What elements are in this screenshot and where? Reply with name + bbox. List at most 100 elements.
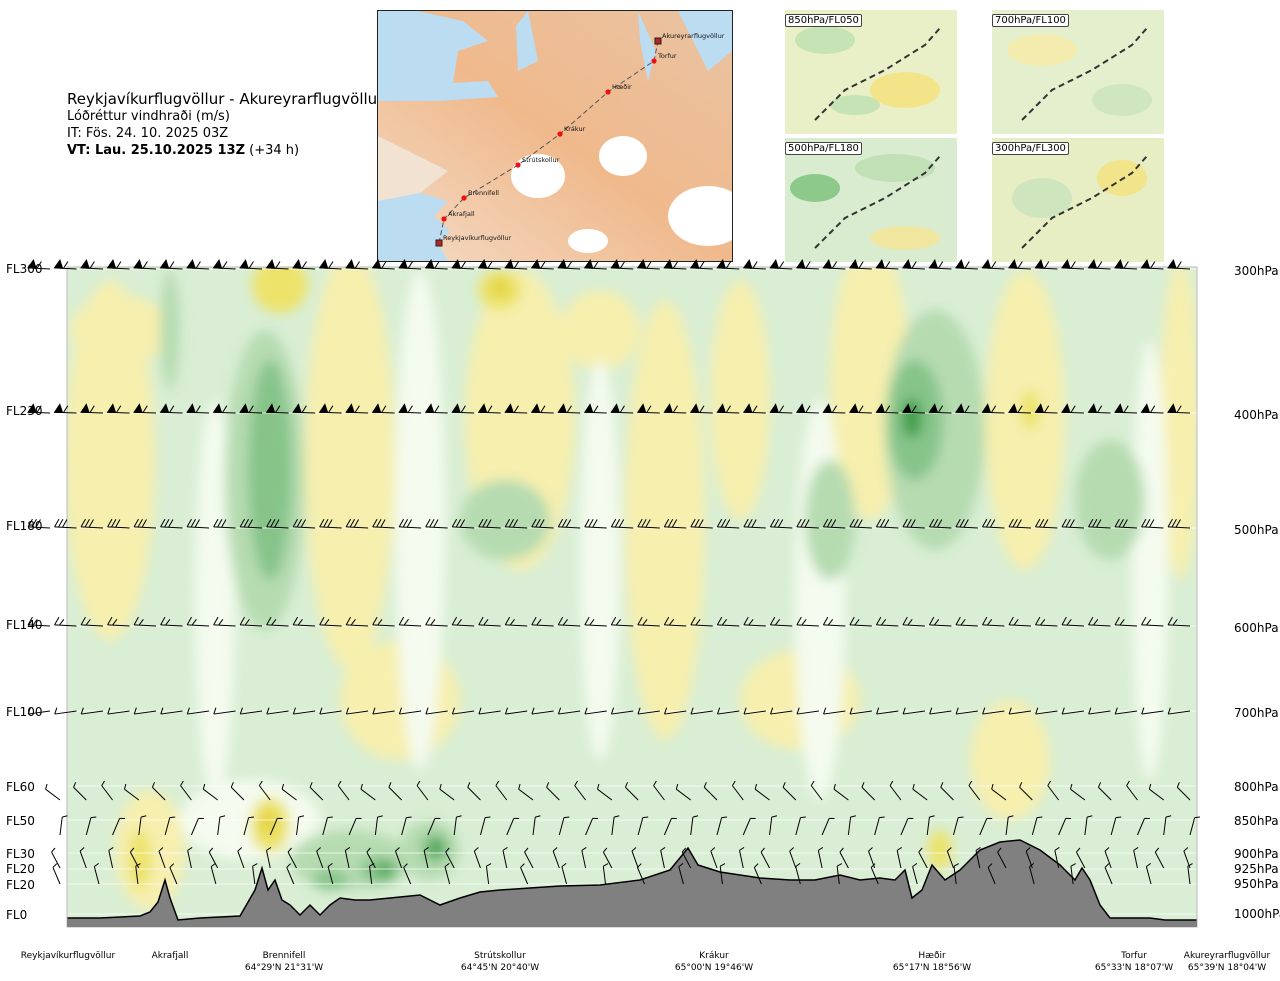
wind-barb bbox=[425, 707, 448, 715]
pressure-label: 400hPa bbox=[1234, 408, 1279, 422]
thumbnail-300hpa[interactable]: 300hPa/FL300 bbox=[992, 138, 1164, 262]
wind-barb bbox=[506, 817, 520, 836]
wind-barb bbox=[928, 403, 952, 414]
pressure-label: 950hPa bbox=[1234, 877, 1279, 891]
wind-barb bbox=[817, 846, 824, 869]
wind-barb bbox=[597, 783, 613, 801]
wind-barb bbox=[716, 816, 728, 836]
pressure-label: 700hPa bbox=[1234, 706, 1279, 720]
wind-barb bbox=[212, 403, 236, 414]
wind-barb bbox=[366, 847, 376, 869]
wind-barb bbox=[678, 862, 684, 885]
wind-barb bbox=[585, 817, 599, 836]
wind-barb bbox=[810, 780, 823, 801]
wind-barb bbox=[180, 780, 192, 801]
wind-barb bbox=[107, 707, 130, 715]
wind-barb bbox=[27, 707, 51, 715]
wind-barb bbox=[940, 782, 954, 801]
wind-barb bbox=[1154, 847, 1165, 869]
wind-barb bbox=[27, 518, 51, 529]
velocity-contour bbox=[160, 270, 180, 390]
wind-barb bbox=[664, 707, 687, 715]
wind-barb bbox=[160, 707, 183, 715]
wind-barb bbox=[398, 259, 422, 270]
variable-label: Lóðréttur vindhraði (m/s) bbox=[67, 109, 230, 124]
location-label: Torfur 65°33'N 18°07'W bbox=[1094, 951, 1174, 973]
velocity-contour bbox=[710, 280, 770, 520]
fl-label: FL100 bbox=[6, 705, 43, 719]
wind-barb bbox=[557, 707, 581, 715]
wind-barb bbox=[833, 783, 849, 801]
wind-barb bbox=[398, 707, 422, 715]
wind-barb bbox=[557, 616, 581, 627]
velocity-contour bbox=[248, 360, 292, 580]
wind-barb bbox=[912, 862, 918, 885]
wind-barb bbox=[388, 782, 402, 801]
map-waypoint-marker bbox=[605, 89, 611, 95]
wind-barb bbox=[372, 707, 395, 715]
wind-barb bbox=[369, 863, 375, 885]
pressure-label: 500hPa bbox=[1234, 523, 1279, 537]
wind-barb bbox=[584, 518, 607, 529]
wind-barb bbox=[1008, 616, 1031, 627]
wind-barb bbox=[1126, 780, 1138, 801]
wind-barb bbox=[953, 863, 959, 885]
wind-barb bbox=[581, 846, 587, 869]
wind-barb bbox=[987, 863, 996, 885]
thumbnail-850hpa[interactable]: 850hPa/FL050 bbox=[785, 10, 957, 134]
wind-barb bbox=[689, 403, 713, 414]
thumbnail-500hpa-graphic bbox=[785, 138, 957, 262]
wind-barb bbox=[337, 780, 350, 801]
wind-barb bbox=[530, 403, 554, 414]
wind-barb bbox=[485, 863, 492, 885]
wind-barb bbox=[478, 616, 501, 627]
wind-barb bbox=[847, 815, 856, 836]
wind-barb bbox=[252, 863, 258, 885]
wind-barb bbox=[1028, 862, 1035, 885]
wind-barb bbox=[477, 403, 501, 414]
wind-barb bbox=[991, 783, 1007, 801]
wind-barb bbox=[901, 259, 925, 270]
wind-barb bbox=[782, 782, 797, 801]
wind-barb bbox=[681, 847, 692, 869]
wind-barb bbox=[292, 707, 316, 715]
wind-barb bbox=[266, 846, 272, 869]
wind-barb bbox=[769, 403, 793, 414]
wind-barb bbox=[552, 847, 560, 869]
pressure-label: 300hPa bbox=[1234, 264, 1279, 278]
wind-barb bbox=[912, 783, 928, 801]
wind-barb bbox=[479, 816, 491, 836]
issue-time: IT: Fös. 24. 10. 2025 03Z bbox=[67, 126, 229, 141]
wind-barb bbox=[133, 707, 157, 715]
wind-barb bbox=[531, 616, 554, 627]
wind-barb bbox=[239, 518, 263, 529]
wind-barb bbox=[239, 403, 263, 414]
wind-barb bbox=[769, 815, 778, 836]
wind-barb bbox=[266, 518, 289, 529]
wind-barb bbox=[425, 518, 448, 529]
wind-barb bbox=[1141, 518, 1164, 529]
wind-barb bbox=[213, 518, 236, 529]
wind-barb bbox=[1031, 816, 1043, 836]
wind-barb bbox=[975, 846, 981, 869]
velocity-contour bbox=[260, 810, 276, 834]
wind-barb bbox=[982, 518, 1005, 529]
wind-barb bbox=[710, 847, 718, 869]
wind-barb bbox=[425, 616, 448, 627]
wind-barb bbox=[213, 616, 236, 627]
wind-barb bbox=[439, 783, 455, 801]
wind-barb bbox=[27, 403, 51, 414]
wind-barb bbox=[1167, 403, 1191, 414]
wind-barb bbox=[451, 403, 475, 414]
thumbnail-500hpa[interactable]: 500hPa/FL180 bbox=[785, 138, 957, 262]
wind-barb bbox=[663, 259, 687, 270]
wind-barb bbox=[243, 816, 255, 836]
map-airport-marker bbox=[654, 37, 662, 45]
wind-barb bbox=[874, 816, 885, 836]
wind-barb bbox=[164, 816, 176, 836]
velocity-contour bbox=[560, 290, 640, 370]
wind-barb bbox=[1034, 259, 1058, 270]
thumbnail-700hpa[interactable]: 700hPa/FL100 bbox=[992, 10, 1164, 134]
wind-barb bbox=[530, 259, 554, 270]
wind-barb bbox=[532, 815, 541, 836]
